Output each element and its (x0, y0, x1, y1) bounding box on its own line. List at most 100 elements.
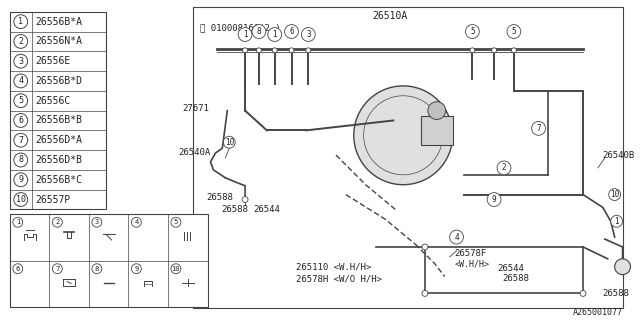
Circle shape (422, 244, 428, 250)
Circle shape (252, 25, 266, 38)
Bar (10, 214, 207, 307)
Text: 3: 3 (95, 219, 99, 225)
Circle shape (507, 25, 521, 38)
Text: 26556B*B: 26556B*B (36, 116, 83, 125)
Circle shape (609, 189, 621, 201)
Text: <W.H/H>: <W.H/H> (454, 259, 490, 268)
Circle shape (580, 291, 586, 296)
Text: 3: 3 (306, 30, 310, 39)
Circle shape (92, 264, 102, 274)
Circle shape (285, 25, 298, 38)
Circle shape (14, 173, 28, 187)
Text: 4: 4 (134, 219, 138, 225)
Text: 26588: 26588 (206, 193, 233, 202)
Bar (10, 12, 106, 209)
Circle shape (14, 35, 28, 48)
Circle shape (242, 196, 248, 203)
Text: 26556B*D: 26556B*D (36, 76, 83, 86)
Circle shape (614, 259, 630, 275)
Text: A265001077: A265001077 (573, 308, 623, 317)
Text: 5: 5 (470, 27, 475, 36)
Circle shape (14, 153, 28, 167)
Circle shape (272, 48, 277, 53)
Text: 2: 2 (19, 37, 23, 46)
Text: 1: 1 (273, 30, 277, 39)
Circle shape (257, 48, 261, 53)
Text: 7: 7 (55, 266, 60, 272)
Text: 26544: 26544 (253, 205, 280, 214)
Bar (193, 7, 623, 308)
Circle shape (131, 217, 141, 227)
Circle shape (13, 217, 23, 227)
Circle shape (354, 86, 452, 185)
Text: 26588: 26588 (603, 289, 630, 298)
Circle shape (14, 94, 28, 108)
Text: 10: 10 (225, 138, 234, 147)
Text: 7: 7 (19, 136, 23, 145)
Text: 265110 <W.H/H>: 265110 <W.H/H> (296, 262, 372, 271)
Bar (421, 116, 452, 145)
Text: 27671: 27671 (182, 104, 209, 113)
Circle shape (171, 264, 181, 274)
Text: 2: 2 (502, 164, 506, 172)
Circle shape (14, 114, 28, 127)
Circle shape (487, 193, 501, 206)
Text: 1: 1 (614, 217, 619, 226)
Text: 7: 7 (536, 124, 541, 133)
Text: 26578H <W/O H/H>: 26578H <W/O H/H> (296, 274, 383, 283)
Circle shape (243, 48, 248, 53)
Text: 1: 1 (243, 30, 248, 39)
Text: 8: 8 (19, 156, 23, 164)
Text: 6: 6 (19, 116, 23, 125)
Text: 3: 3 (19, 57, 23, 66)
Circle shape (611, 215, 623, 227)
Text: 8: 8 (95, 266, 99, 272)
Text: 9: 9 (492, 195, 497, 204)
Circle shape (450, 230, 463, 244)
Text: 4: 4 (454, 233, 459, 242)
Text: 26540B: 26540B (603, 150, 635, 160)
Text: 10: 10 (610, 190, 620, 199)
Circle shape (14, 133, 28, 147)
Bar (143, 232, 153, 240)
Circle shape (422, 291, 428, 296)
Circle shape (532, 122, 545, 135)
Text: 8: 8 (257, 27, 261, 36)
Text: 5: 5 (174, 219, 178, 225)
Text: 26556D*A: 26556D*A (36, 135, 83, 145)
Circle shape (92, 217, 102, 227)
Text: 10: 10 (172, 266, 180, 272)
Circle shape (52, 264, 62, 274)
Circle shape (14, 193, 28, 206)
Text: 26578F: 26578F (454, 249, 487, 258)
Circle shape (289, 48, 294, 53)
Text: 1: 1 (15, 219, 20, 225)
Text: 6: 6 (289, 27, 294, 36)
Circle shape (131, 264, 141, 274)
Text: 26588: 26588 (502, 274, 529, 283)
Text: 26540A: 26540A (178, 148, 211, 156)
Circle shape (301, 28, 316, 41)
Text: 9: 9 (19, 175, 23, 184)
Circle shape (492, 48, 497, 53)
Text: 5: 5 (511, 27, 516, 36)
Circle shape (428, 102, 445, 119)
Text: 26510A: 26510A (372, 11, 408, 21)
Text: 10: 10 (16, 195, 26, 204)
Text: 26544: 26544 (497, 264, 524, 273)
Text: 4: 4 (19, 76, 23, 85)
Circle shape (14, 54, 28, 68)
Circle shape (306, 48, 311, 53)
Text: 1: 1 (19, 17, 23, 26)
Circle shape (465, 25, 479, 38)
Bar (10, 91, 106, 111)
Text: 26556E: 26556E (36, 56, 71, 66)
Text: 26557P: 26557P (36, 195, 71, 204)
Text: 26556B*A: 26556B*A (36, 17, 83, 27)
Circle shape (52, 217, 62, 227)
Text: 26556C: 26556C (36, 96, 71, 106)
Text: Ⓑ 010008166(2 ): Ⓑ 010008166(2 ) (200, 23, 280, 32)
Circle shape (223, 136, 235, 148)
Circle shape (268, 28, 282, 41)
Circle shape (13, 264, 23, 274)
